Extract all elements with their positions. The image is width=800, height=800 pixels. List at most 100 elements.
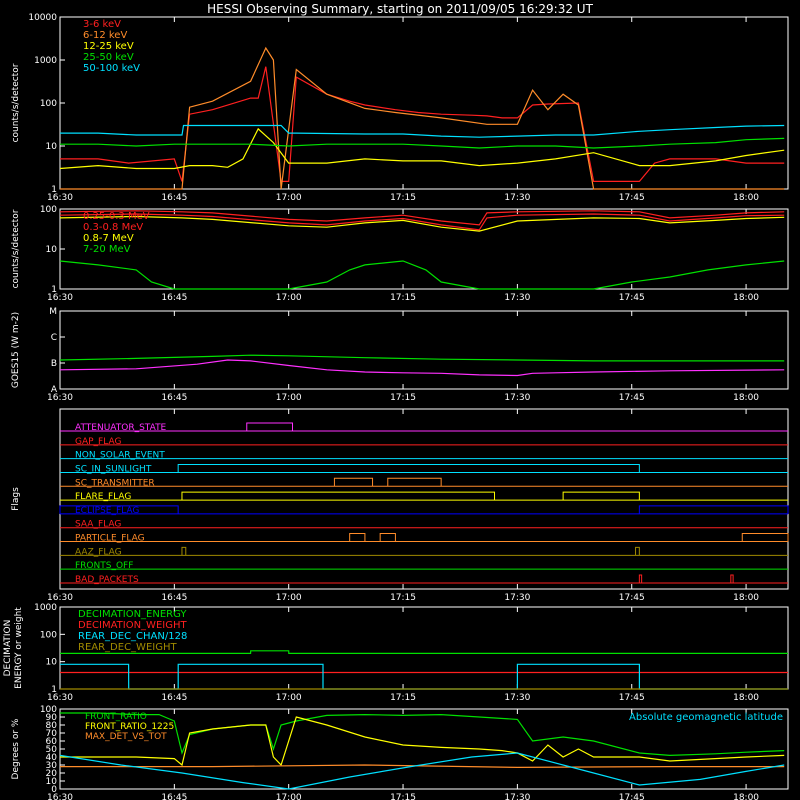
flag-label: GAP_FLAG [75,437,121,447]
flag-segment [59,505,179,514]
series-line [59,215,785,232]
x-tick-label: 17:30 [504,293,530,303]
panel-3: 16:30 16:45 17:00 17:15 17:30 17:45 18:00 GOES1… [11,307,789,403]
legend-entry: 6-12 keV [83,30,127,41]
series-line [59,260,785,290]
y-axis-label: ENERGY or weight [14,607,24,689]
x-tick-label: 16:30 [47,193,73,203]
x-tick-label: 16:45 [161,193,187,203]
y-tick-label: A [51,385,58,395]
legend-entry: 50-100 keV [83,63,140,74]
y-tick-label: 10 [46,777,58,787]
x-tick-label: 17:45 [619,593,645,603]
annotation-label: Absolute geomagnetic latitude [629,712,783,723]
panel-2: 16:30 16:45 17:00 17:15 17:30 17:45 18:00 count… [11,205,789,303]
x-tick-label: 18:00 [733,293,759,303]
x-tick-label: 16:45 [161,393,187,403]
flag-segment [333,477,374,487]
flag-segment [349,533,366,542]
x-tick-label: 18:00 [733,593,759,603]
x-tick-label: 16:45 [161,793,187,800]
y-tick-label: 70 [46,729,58,739]
flag-label: AAZ_FLAG [75,547,122,557]
series-line [60,124,785,138]
legend-entry: DECIMATION_ENERGY [78,609,187,620]
y-axis-label: counts/s/detector [11,209,21,288]
flag-segment [562,491,640,501]
x-tick-label: 17:00 [276,693,302,703]
y-tick-label: 0 [51,785,57,795]
series-line [60,663,788,690]
y-tick-label: 100 [40,99,57,109]
axes-frame [59,16,789,190]
figure-title: HESSI Observing Summary, starting on 201… [207,2,593,16]
panel-4: 16:30 16:45 17:00 17:15 17:30 17:45 18:00 Flags… [11,408,789,603]
x-tick-label: 16:30 [47,293,73,303]
flag-segment [379,533,396,542]
flag-label: FRONTS_OFF [75,561,133,571]
x-tick-label: 17:45 [619,693,645,703]
flag-segment [741,533,789,542]
x-tick-label: 17:00 [276,793,302,800]
series-line [59,752,785,790]
y-tick-label: 10 [46,658,58,668]
x-tick-label: 18:00 [733,793,759,800]
series-line [60,66,785,182]
flag-label: PARTICLE_FLAG [75,534,145,544]
y-axis-label: DECIMATION [3,620,13,677]
axes-frame [59,408,789,590]
flag-segment [730,574,734,583]
y-tick-label: 30 [46,761,58,771]
series-line [60,137,785,149]
y-tick-label: 1 [51,685,57,695]
axes-frame [59,310,789,390]
flag-segment [181,491,496,501]
series-line [60,650,788,655]
x-tick-label: 17:30 [504,393,530,403]
flag-label: SAA_FLAG [75,520,121,530]
y-tick-label: 1000 [34,603,57,613]
x-tick-label: 17:30 [504,693,530,703]
legend-entry: 0.3-0.8 MeV [83,222,143,233]
y-tick-label: 10 [46,142,58,152]
x-tick-label: 17:45 [619,393,645,403]
panel-1: 16:30 16:45 17:00 17:15 17:30 17:45 18:00 count… [11,13,789,203]
y-axis-label: counts/s/detector [11,63,21,142]
x-tick-label: 17:00 [276,293,302,303]
series-line [60,46,785,190]
axes-frame [59,208,789,290]
panel-5: 16:30 16:45 17:00 17:15 17:30 17:45 18:00 DECIM… [3,603,789,703]
y-axis-label: Flags [11,487,21,511]
flag-label: ATTENUATOR_STATE [75,423,167,433]
x-tick-label: 17:45 [619,293,645,303]
series-line [59,127,785,170]
y-tick-label: 100 [40,705,57,715]
legend-entry: 0.8-7 MeV [83,233,134,244]
flag-label: SC_IN_SUNLIGHT [75,464,152,474]
x-tick-label: 16:45 [161,693,187,703]
series-line [60,716,785,767]
flag-label: FLARE_FLAG [75,492,131,502]
flag-segment [638,574,643,583]
x-tick-label: 17:15 [390,393,416,403]
y-tick-label: 80 [46,721,58,731]
x-tick-label: 16:30 [47,593,73,603]
x-tick-label: 16:45 [161,293,187,303]
flag-label: SC_TRANSMITTER [75,478,155,488]
x-tick-label: 17:15 [390,593,416,603]
x-tick-label: 17:30 [504,593,530,603]
x-tick-label: 16:30 [47,793,73,800]
series-line [59,359,785,377]
x-tick-label: 17:00 [276,593,302,603]
legend-entry: 3-6 keV [83,19,121,30]
y-axis-label: GOES15 (W m-2) [11,312,21,388]
x-tick-label: 16:30 [47,693,73,703]
series-line [59,213,785,231]
y-tick-label: 20 [46,769,58,779]
x-tick-label: 18:00 [733,193,759,203]
flag-segment [387,477,442,487]
flag-segment [635,546,640,556]
y-tick-label: 50 [46,745,58,755]
y-tick-label: 1 [51,285,57,295]
